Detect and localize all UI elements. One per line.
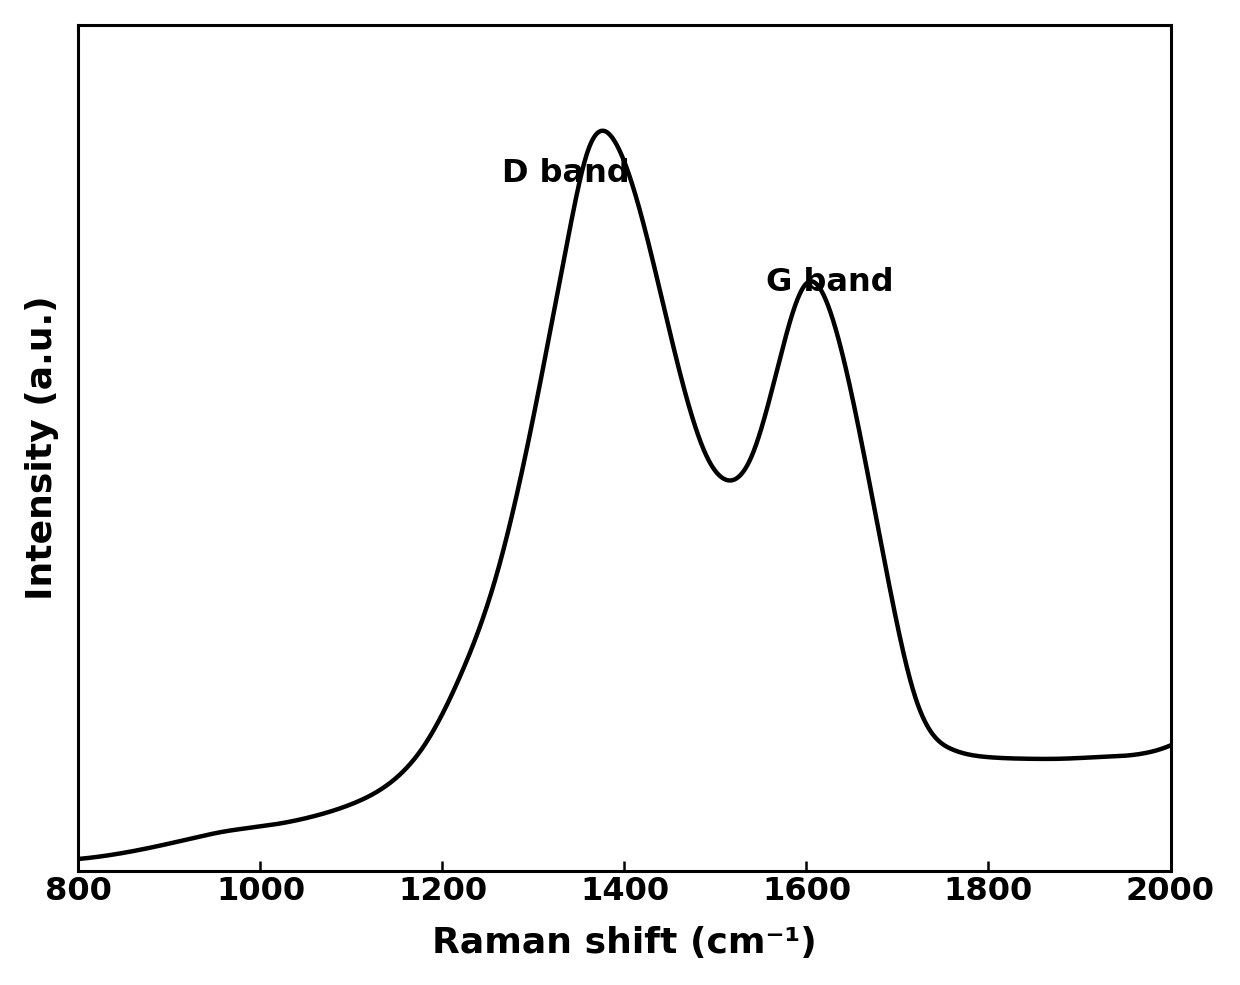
Text: D band: D band — [502, 158, 630, 188]
X-axis label: Raman shift (cm⁻¹): Raman shift (cm⁻¹) — [432, 926, 817, 960]
Y-axis label: Intensity (a.u.): Intensity (a.u.) — [25, 296, 60, 600]
Text: G band: G band — [765, 267, 893, 298]
